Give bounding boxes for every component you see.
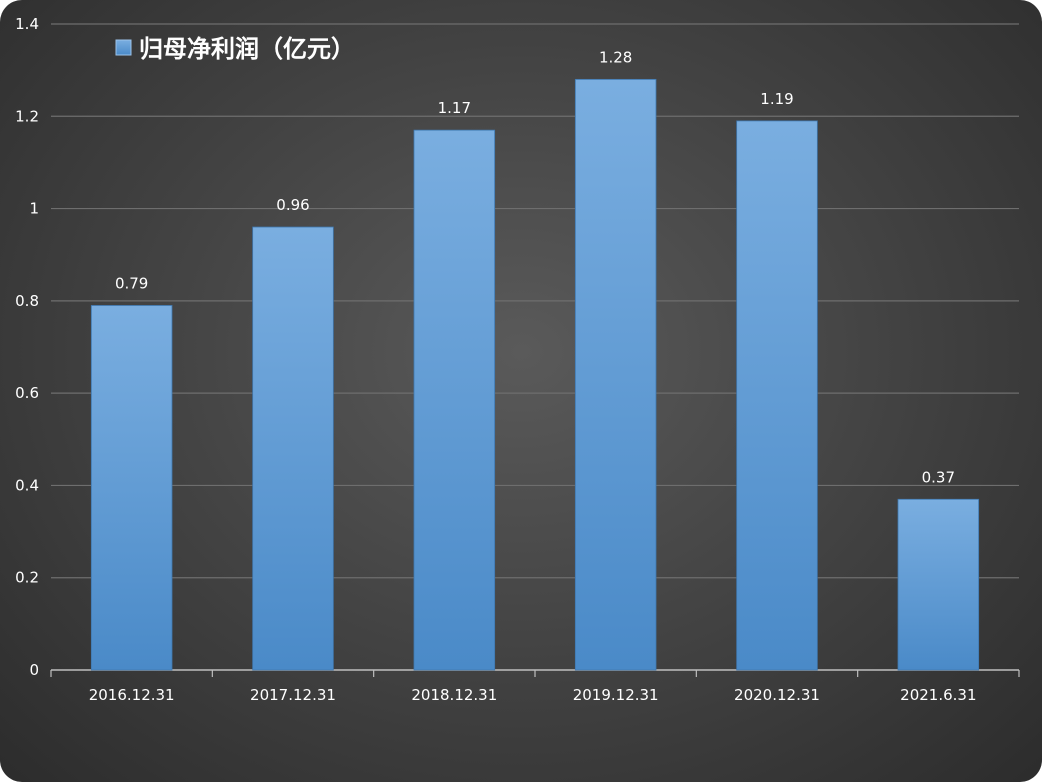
y-tick-label: 1 [29,200,39,218]
legend: 归母净利润（亿元） [115,35,355,63]
data-label: 1.19 [760,90,793,108]
data-label: 0.37 [922,468,955,486]
y-tick-label: 0.2 [15,569,39,587]
gridlines [51,23,1019,579]
y-tick-label: 0.6 [15,384,39,402]
bar [90,305,173,671]
bars [90,78,980,671]
x-tick-label: 2021.6.31 [900,686,976,704]
data-label: 0.79 [115,274,148,292]
legend-swatch [115,39,132,56]
y-tick-label: 0 [29,661,39,679]
bar [736,120,818,671]
data-label: 1.17 [438,99,471,117]
bar [252,226,334,671]
y-tick-label: 0.4 [15,476,39,494]
x-tick-label: 2016.12.31 [89,686,175,704]
x-tick-label: 2020.12.31 [734,686,820,704]
x-tick-label: 2018.12.31 [411,686,497,704]
legend-label: 归母净利润（亿元） [139,35,355,63]
bar [574,78,657,671]
axes: 0 0.2 0.4 0.6 0.8 1 1.2 1.4 2016.12.31 2017.12.31… [15,15,1020,704]
y-tick-label: 1.2 [15,107,39,125]
y-tick-label: 0.8 [15,292,39,310]
data-label: 1.28 [599,48,632,66]
bar [897,498,980,671]
x-tick-label: 2019.12.31 [573,686,659,704]
y-tick-label: 1.4 [15,15,39,33]
x-tick-label: 2017.12.31 [250,686,336,704]
bar [413,129,496,671]
data-label: 0.96 [276,196,309,214]
data-labels: 0.79 0.96 1.17 1.28 1.19 0.37 [115,48,955,486]
